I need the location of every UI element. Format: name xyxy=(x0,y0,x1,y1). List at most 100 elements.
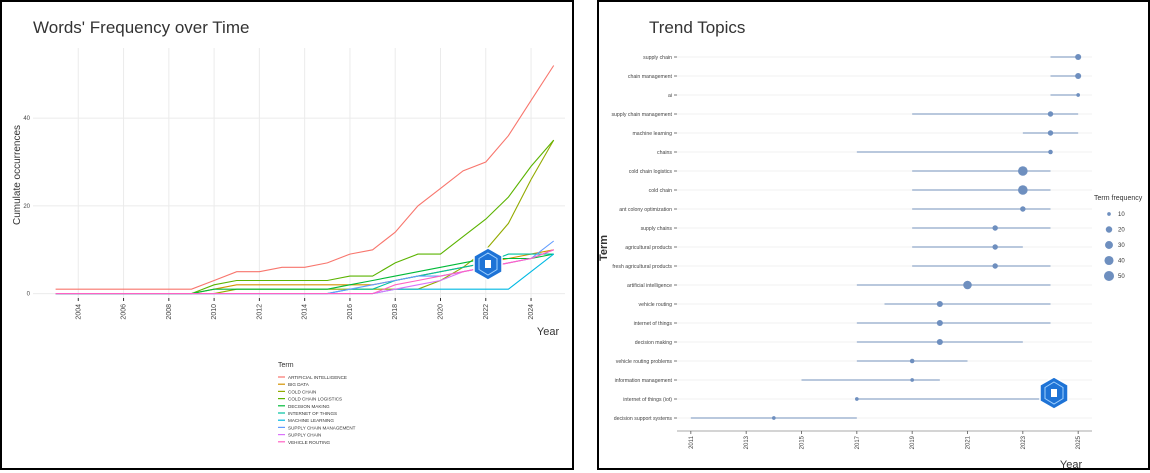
legend-label: COLD CHAIN LOGISTICS xyxy=(288,397,342,402)
term-marks xyxy=(690,53,1082,420)
trend-topics-chart: Trend Topics Term Year Term frequency su… xyxy=(598,18,1143,470)
term-point xyxy=(936,300,943,308)
legend-label: VEHICLE ROUTING xyxy=(288,440,331,445)
y-axis-label: Term xyxy=(598,235,610,261)
term-point xyxy=(910,378,914,382)
term-labels: supply chain chain management ai supply cha… xyxy=(611,55,677,422)
x-tick-label: 2011 xyxy=(689,435,695,449)
series-lines xyxy=(55,65,555,295)
legend-label: DECISION MAKING xyxy=(288,404,330,409)
term-point xyxy=(1048,149,1053,155)
term-point xyxy=(772,416,776,420)
x-axis-label: Year xyxy=(1060,459,1083,470)
legend-key xyxy=(1107,212,1111,216)
legend-label: MACHINE LEARNING xyxy=(288,418,334,423)
legend: 10 20 30 40 50 xyxy=(1103,212,1125,282)
x-ticks: 2004 2006 2008 2010 2012 2014 2016 2018 2020 2022… xyxy=(75,298,535,320)
term-label: decision making xyxy=(635,340,672,346)
x-tick-label: 2004 xyxy=(75,304,82,320)
x-tick-label: 2010 xyxy=(211,304,218,320)
term-label: information management xyxy=(615,378,673,384)
x-tick-label: 2018 xyxy=(392,304,399,320)
term-label: ai xyxy=(668,93,672,99)
term-label: internet of things xyxy=(634,321,673,327)
y-axis-label: Cumulate occurrences xyxy=(12,125,23,225)
x-tick-label: 2017 xyxy=(855,435,861,449)
series-line xyxy=(55,249,554,295)
legend-label: 30 xyxy=(1118,243,1125,249)
term-point xyxy=(1075,72,1082,80)
term-point xyxy=(1018,185,1028,195)
term-label: fresh agricultural products xyxy=(612,264,672,270)
term-point xyxy=(936,319,943,327)
x-tick-label: 2024 xyxy=(528,304,535,320)
term-label: supply chains xyxy=(641,226,673,232)
term-label: cold chain xyxy=(649,188,672,194)
x-axis-label: Year xyxy=(537,326,560,338)
x-tick-label: 2006 xyxy=(121,304,128,320)
term-point xyxy=(963,280,972,290)
words-frequency-panel xyxy=(0,0,574,470)
term-label: decision support systems xyxy=(614,416,673,422)
grid xyxy=(677,56,1092,419)
legend-label: 20 xyxy=(1118,228,1125,234)
x-tick-label: 2021 xyxy=(966,435,972,449)
term-point xyxy=(936,338,943,346)
x-tick-label: 2025 xyxy=(1076,435,1082,449)
x-tick-label: 2008 xyxy=(166,304,173,320)
term-point xyxy=(992,263,998,269)
term-point xyxy=(1047,130,1054,136)
x-tick-label: 2014 xyxy=(302,304,309,320)
legend-label: INTERNET OF THINGS xyxy=(288,411,337,416)
x-ticks: 2011 2013 2015 2017 2019 2021 2023 2025 xyxy=(677,430,1092,449)
y-tick-label: 0 xyxy=(27,292,31,298)
term-label: supply chain management xyxy=(611,112,672,118)
term-point xyxy=(909,358,915,364)
term-label: vehicle routing problems xyxy=(616,359,673,365)
legend-label: SUPPLY CHAIN MANAGEMENT xyxy=(288,425,356,430)
legend-label: 40 xyxy=(1118,259,1125,265)
legend-label: COLD CHAIN xyxy=(288,389,316,394)
y-tick-label: 20 xyxy=(23,204,30,210)
legend-label: BIG DATA xyxy=(288,382,310,387)
term-point xyxy=(855,397,859,401)
term-point xyxy=(1020,206,1026,212)
x-tick-label: 2013 xyxy=(744,435,750,449)
y-ticks: 0 20 40 xyxy=(23,116,30,297)
legend-key xyxy=(1105,226,1113,233)
legend-title: Term xyxy=(278,362,294,369)
legend-label: ARTIFICIAL INTELLIGENCE xyxy=(288,375,347,380)
term-point xyxy=(992,244,998,250)
term-label: agricultural products xyxy=(625,245,672,251)
y-tick-label: 40 xyxy=(23,116,30,122)
x-tick-label: 2016 xyxy=(347,304,354,320)
legend: ARTIFICIAL INTELLIGENCE BIG DATA COLD CHAI… xyxy=(278,375,356,445)
legend-key xyxy=(1105,241,1113,249)
x-tick-label: 2015 xyxy=(800,435,806,449)
chart-title: Words' Frequency over Time xyxy=(33,18,249,37)
x-tick-label: 2012 xyxy=(256,304,263,320)
legend-key xyxy=(1103,270,1115,282)
term-point xyxy=(1047,111,1054,117)
hexagon-logo-icon xyxy=(1039,376,1069,410)
term-point xyxy=(1075,53,1082,61)
term-label: machine learning xyxy=(632,131,672,137)
x-tick-label: 2019 xyxy=(910,435,916,449)
legend-label: 50 xyxy=(1118,274,1125,280)
term-label: internet of things (iot) xyxy=(623,397,672,403)
x-tick-label: 2022 xyxy=(483,304,490,320)
term-point xyxy=(992,225,998,231)
legend-label: 10 xyxy=(1118,212,1125,218)
term-label: cold chain logistics xyxy=(629,169,673,175)
term-label: supply chain xyxy=(643,55,672,61)
x-tick-label: 2020 xyxy=(437,304,444,320)
term-point xyxy=(1018,166,1028,176)
term-point xyxy=(1076,93,1080,97)
legend-key xyxy=(1104,255,1114,266)
term-label: chain management xyxy=(628,74,673,80)
term-label: artificial intelligence xyxy=(627,283,672,289)
term-label: vehicle routing xyxy=(639,302,673,308)
term-label: chains xyxy=(657,150,672,156)
hexagon-logo-icon xyxy=(473,247,503,281)
legend-title: Term frequency xyxy=(1094,195,1143,202)
